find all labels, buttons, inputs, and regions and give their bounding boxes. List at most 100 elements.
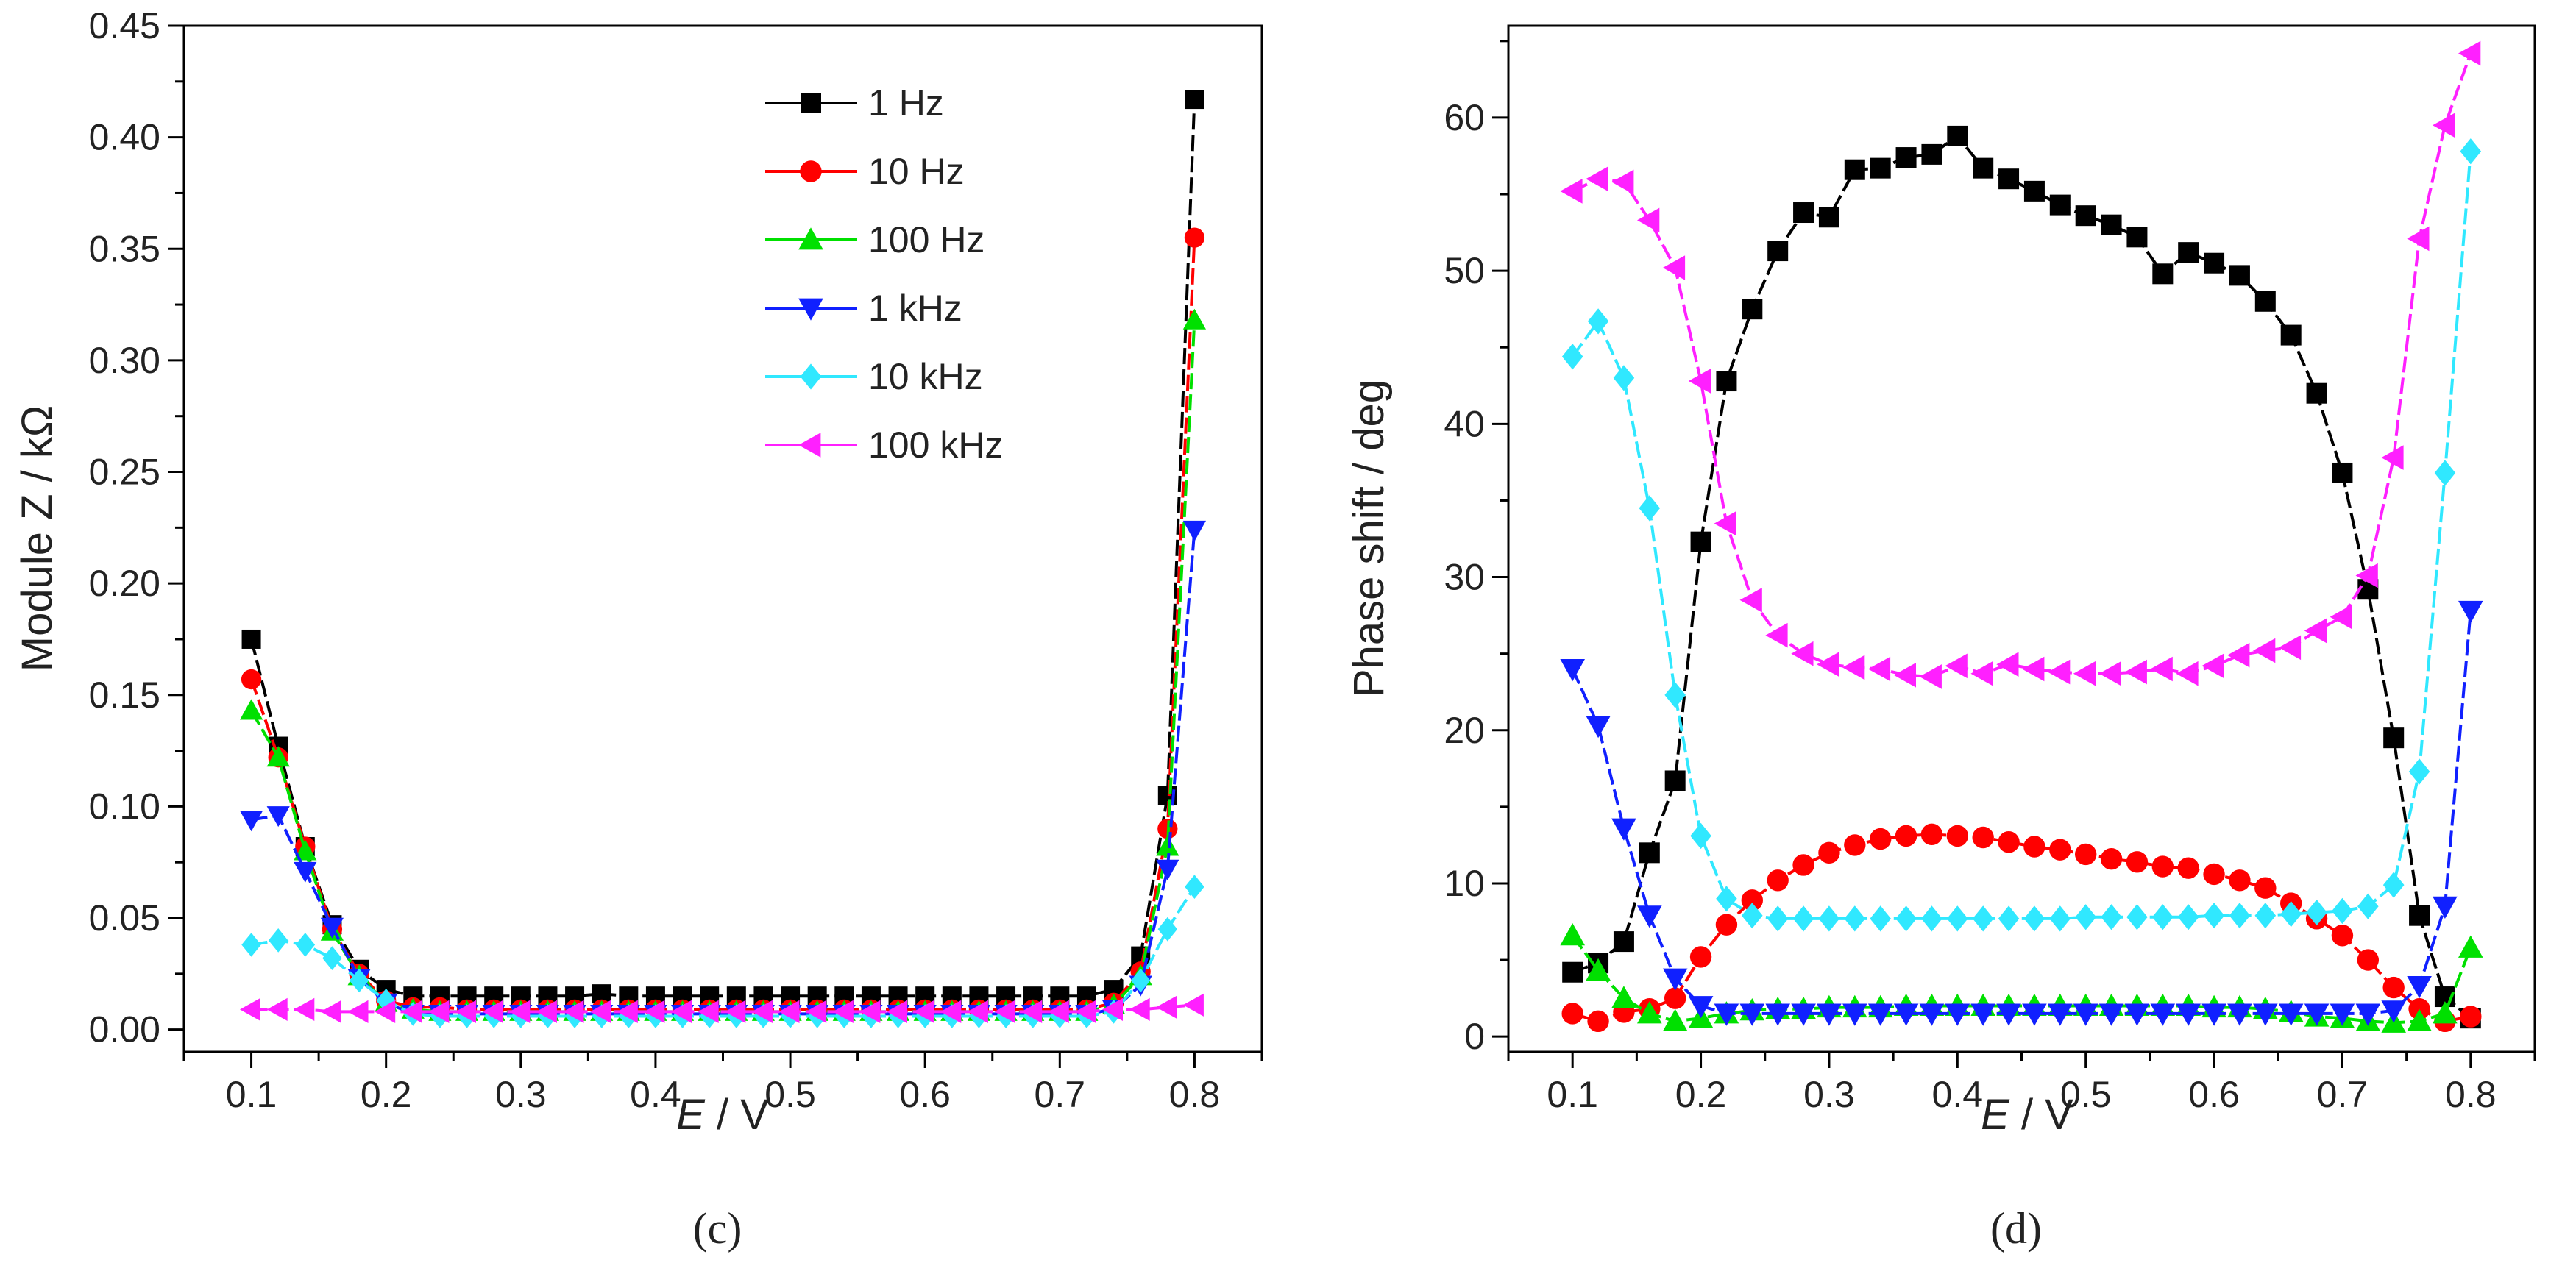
- series-line: [249, 99, 1196, 998]
- data-point: [1156, 995, 1177, 1019]
- series-group-d: [1560, 40, 2483, 1033]
- data-point: [241, 629, 261, 649]
- data-point: [994, 1000, 1015, 1023]
- x-tick-label: 0.5: [764, 1074, 816, 1115]
- panel-label-c: (c): [693, 1204, 742, 1253]
- data-point: [1818, 207, 1839, 228]
- data-point: [2203, 863, 2225, 886]
- series-10-khz: [241, 875, 1204, 1028]
- data-point: [2074, 843, 2097, 866]
- x-tick-label: 0.5: [2060, 1074, 2112, 1115]
- data-point: [1791, 1003, 1816, 1026]
- data-point: [1947, 125, 1968, 146]
- x-axis-label-d-unit: / V: [2009, 1091, 2073, 1139]
- data-point: [1587, 308, 1609, 335]
- data-point: [1895, 147, 1917, 168]
- data-point: [1637, 207, 1660, 233]
- data-point: [2022, 656, 2045, 682]
- data-point: [2229, 265, 2250, 286]
- data-point: [347, 1000, 369, 1023]
- data-point: [778, 1000, 800, 1023]
- data-point: [2229, 903, 2251, 929]
- data-point: [2330, 1003, 2355, 1026]
- series-group-c: [240, 90, 1206, 1028]
- data-point: [1664, 770, 1686, 791]
- data-point: [1844, 159, 1865, 180]
- data-point: [2332, 897, 2353, 925]
- panel-label-d: (d): [1990, 1204, 2042, 1253]
- series-1-khz: [240, 520, 1206, 1025]
- data-point: [1664, 987, 1686, 1009]
- y-tick-label: 0.00: [89, 1009, 160, 1050]
- x-tick-label: 0.1: [1547, 1074, 1598, 1115]
- data-point: [1998, 168, 2020, 190]
- data-point: [1157, 917, 1178, 942]
- data-point: [1637, 905, 1662, 928]
- data-point: [2254, 291, 2276, 312]
- data-point: [563, 1000, 584, 1023]
- data-point: [241, 669, 262, 690]
- data-point: [294, 839, 317, 861]
- data-point: [725, 1000, 746, 1023]
- data-point: [1102, 997, 1123, 1021]
- legend-label: 100 Hz: [868, 219, 984, 260]
- data-point: [2098, 661, 2121, 686]
- series-line: [249, 320, 1196, 1014]
- data-point: [2049, 194, 2071, 216]
- data-point: [2458, 935, 2483, 958]
- data-point: [2332, 462, 2353, 483]
- x-tick-label: 0.6: [2188, 1074, 2240, 1115]
- data-point: [2381, 1000, 2406, 1023]
- data-point: [240, 699, 263, 720]
- x-tick-labels-c: 0.1 0.2 0.3 0.4 0.5 0.6 0.7 0.8: [226, 1074, 1220, 1115]
- data-point: [1664, 682, 1686, 708]
- data-point: [2433, 113, 2455, 138]
- data-point: [2227, 642, 2250, 668]
- data-point: [1662, 1008, 1688, 1031]
- y-tick-label: 0.05: [89, 897, 160, 939]
- data-point: [1613, 931, 1634, 953]
- data-point: [2075, 205, 2096, 227]
- legend-marker: [798, 227, 823, 250]
- legend-label: 10 Hz: [868, 151, 965, 192]
- data-point: [1587, 1010, 1609, 1033]
- data-point: [2407, 226, 2430, 252]
- data-point: [320, 917, 344, 939]
- data-point: [590, 1000, 611, 1023]
- chart-panel-d: 0.1 0.2 0.3 0.4 0.5 0.6 0.7 0.8 0 10 20 30 40 50 60 E…: [1345, 24, 2536, 1253]
- data-point: [2357, 949, 2380, 971]
- data-point: [1560, 179, 1583, 204]
- data-point: [1182, 520, 1206, 541]
- y-tick-labels-d: 0 10 20 30 40 50 60: [1444, 97, 1485, 1057]
- data-point: [2023, 836, 2045, 858]
- data-point: [1842, 1003, 1867, 1026]
- data-point: [1765, 622, 1788, 648]
- data-point: [1586, 958, 1611, 981]
- data-point: [240, 997, 260, 1021]
- data-point: [2355, 1003, 2381, 1026]
- data-point: [1998, 905, 2020, 932]
- data-point: [2381, 445, 2404, 470]
- data-point: [1742, 299, 1763, 320]
- legend-entry: 10 kHz: [765, 356, 983, 397]
- data-point: [2048, 1003, 2073, 1026]
- data-point: [1870, 905, 1891, 932]
- x-tick-label: 0.4: [1932, 1074, 1984, 1115]
- y-tick-label: 0.40: [89, 117, 160, 158]
- data-point: [1970, 661, 1993, 686]
- data-point: [2152, 904, 2174, 930]
- data-point: [2126, 904, 2148, 930]
- legend-label: 100 kHz: [868, 424, 1003, 466]
- data-point: [1996, 1003, 2021, 1026]
- y-tick-label: 0: [1464, 1016, 1485, 1057]
- data-point: [266, 997, 288, 1021]
- data-point: [2382, 872, 2405, 898]
- data-point: [1156, 859, 1179, 880]
- data-point: [1893, 1003, 1919, 1026]
- data-point: [1818, 905, 1840, 932]
- data-point: [1561, 344, 1583, 370]
- data-point: [1690, 531, 1711, 552]
- plot-frame-d: [1507, 24, 2536, 1053]
- data-point: [1970, 1003, 1995, 1026]
- x-tick-label: 0.8: [1169, 1074, 1221, 1115]
